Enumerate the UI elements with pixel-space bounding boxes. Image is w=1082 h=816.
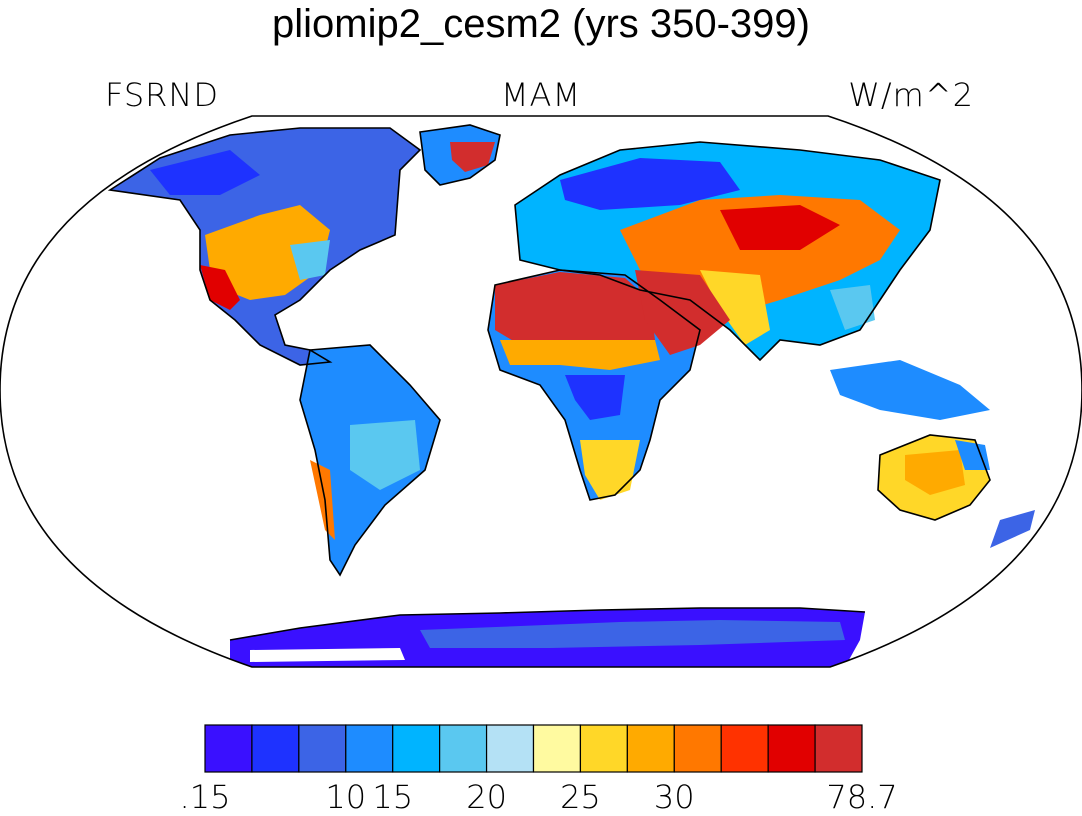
colorbar-swatch: [204, 724, 253, 773]
colorbar-swatch: [532, 724, 582, 773]
colorbar-swatch: [673, 724, 722, 773]
colorbar-swatch: [251, 724, 300, 773]
variable-label: FSRND: [105, 76, 219, 114]
map-boundary: [0, 115, 1082, 668]
colorbar-swatch: [767, 724, 816, 773]
map-fields: [110, 125, 1035, 667]
colorbar-tick-label: 10: [325, 778, 367, 816]
colorbar-swatch: [392, 724, 441, 773]
colorbar-tick-label: 25: [560, 778, 601, 816]
colorbar-swatch: [814, 724, 863, 773]
plot-title: pliomip2_cesm2 (yrs 350-399): [271, 2, 810, 46]
colorbar-tick-label: 78.7: [826, 778, 898, 816]
colorbar-tick-label: 15: [372, 778, 414, 816]
units-label: W/m^2: [848, 76, 974, 114]
arabia-field: [635, 270, 730, 355]
colorbar-swatch: [439, 724, 488, 773]
season-label: MAM: [500, 76, 582, 114]
coastlines: [107, 124, 991, 641]
colorbar-swatch: [626, 724, 675, 773]
colorbar-tick-label: 30: [653, 778, 695, 816]
greenland-interior: [450, 142, 495, 172]
colorbar-tick-label: .15: [179, 778, 231, 816]
sahara-field: [495, 272, 655, 350]
north-america-warm: [205, 205, 330, 300]
colorbar-tick-label: 20: [466, 778, 507, 816]
colorbar: [204, 724, 863, 773]
colorbar-swatch: [720, 724, 769, 773]
colorbar-swatch: [485, 724, 535, 773]
siberia-field: [560, 158, 740, 210]
colorbar-swatch: [298, 724, 347, 773]
colorbar-swatch: [345, 724, 394, 773]
colorbar-swatch: [579, 724, 628, 773]
